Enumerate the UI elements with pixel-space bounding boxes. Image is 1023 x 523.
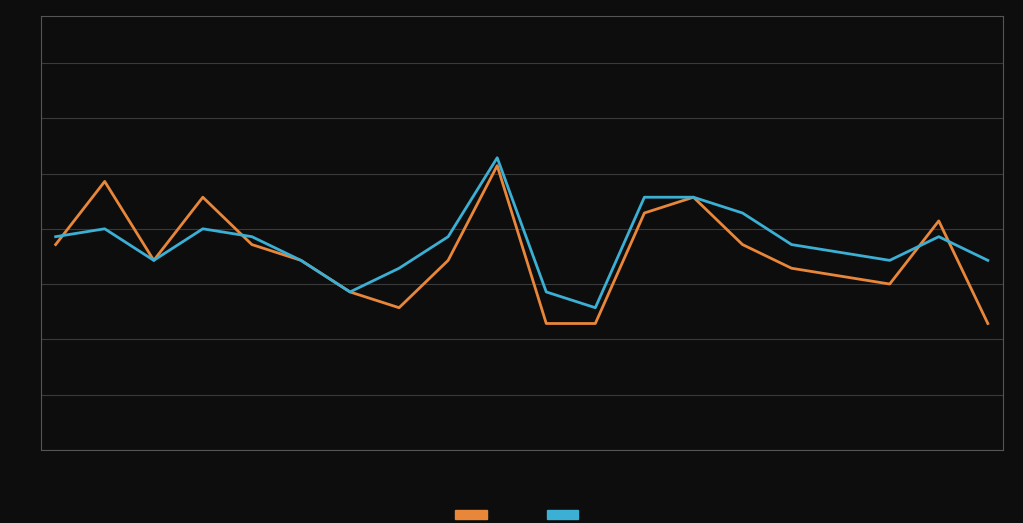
Legend: , : , xyxy=(455,509,588,521)
